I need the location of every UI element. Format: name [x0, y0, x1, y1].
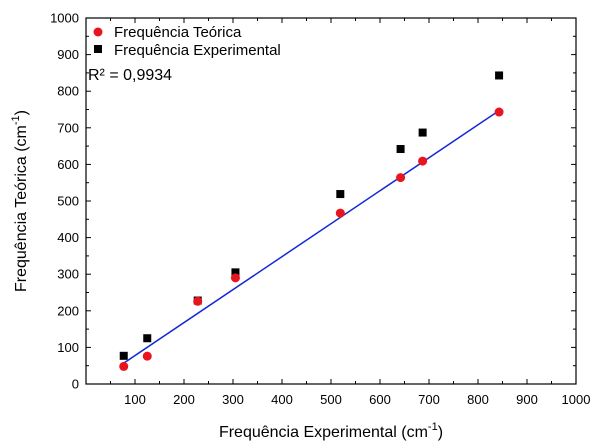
- point-teorica: [418, 156, 428, 166]
- legend-marker-teorica: [93, 27, 103, 37]
- x-tick-label: 600: [369, 392, 391, 407]
- point-experimental: [336, 190, 345, 199]
- legend-label-experimental: Frequência Experimental: [114, 42, 281, 59]
- y-axis-ticks: 0 100 200 300 400 500 600 700 800 900 1000: [50, 11, 576, 392]
- y-tick-label: 300: [57, 267, 79, 282]
- x-axis-ticks: 100 200 300 400 500 600 700 800 900 1000: [110, 18, 591, 407]
- point-teorica: [119, 361, 129, 371]
- y-tick-label: 900: [57, 47, 79, 62]
- x-tick-label: 1000: [562, 392, 591, 407]
- legend: Frequência Teórica Frequência Experiment…: [93, 24, 281, 59]
- x-axis-title: Frequência Experimental (cm-1): [219, 421, 443, 441]
- y-tick-label: 0: [72, 377, 79, 392]
- point-teorica: [230, 273, 240, 283]
- r-squared-annotation: R² = 0,9934: [88, 67, 172, 84]
- point-teorica: [396, 173, 406, 183]
- x-tick-label: 500: [320, 392, 342, 407]
- x-tick-label: 200: [173, 392, 195, 407]
- points-layer: [119, 71, 504, 371]
- x-tick-label: 900: [516, 392, 538, 407]
- point-teorica: [193, 296, 203, 306]
- point-experimental: [418, 128, 427, 137]
- y-axis-title: Frequência Teórica (cm-1): [10, 110, 30, 292]
- point-experimental: [396, 145, 405, 154]
- x-tick-label: 100: [124, 392, 146, 407]
- x-tick-label: 300: [222, 392, 244, 407]
- y-tick-label: 100: [57, 340, 79, 355]
- legend-marker-experimental: [94, 45, 102, 53]
- y-tick-label: 600: [57, 157, 79, 172]
- x-tick-label: 700: [418, 392, 440, 407]
- y-tick-label: 200: [57, 303, 79, 318]
- y-tick-label: 500: [57, 194, 79, 209]
- x-axis-title-close: ): [438, 424, 443, 441]
- linear-fit-line: [123, 109, 500, 364]
- point-experimental: [119, 351, 128, 360]
- y-axis-title-close: ): [13, 110, 30, 115]
- x-axis-title-text: Frequência Experimental (cm: [219, 424, 428, 441]
- point-teorica: [335, 208, 345, 218]
- point-teorica: [142, 351, 152, 361]
- legend-label-teorica: Frequência Teórica: [114, 24, 242, 41]
- x-tick-label: 800: [467, 392, 489, 407]
- y-tick-label: 400: [57, 230, 79, 245]
- point-teorica: [494, 107, 504, 117]
- point-experimental: [495, 71, 504, 80]
- x-tick-label: 400: [271, 392, 293, 407]
- fit-line-layer: [123, 109, 500, 364]
- y-axis-title-text: Frequência Teórica (cm: [13, 125, 30, 292]
- y-tick-label: 800: [57, 84, 79, 99]
- point-experimental: [143, 334, 152, 343]
- y-tick-label: 1000: [50, 11, 79, 26]
- y-tick-label: 700: [57, 120, 79, 135]
- x-axis-title-sup: -1: [428, 421, 438, 433]
- y-axis-title-sup: -1: [10, 115, 22, 125]
- point-experimental: [231, 268, 240, 277]
